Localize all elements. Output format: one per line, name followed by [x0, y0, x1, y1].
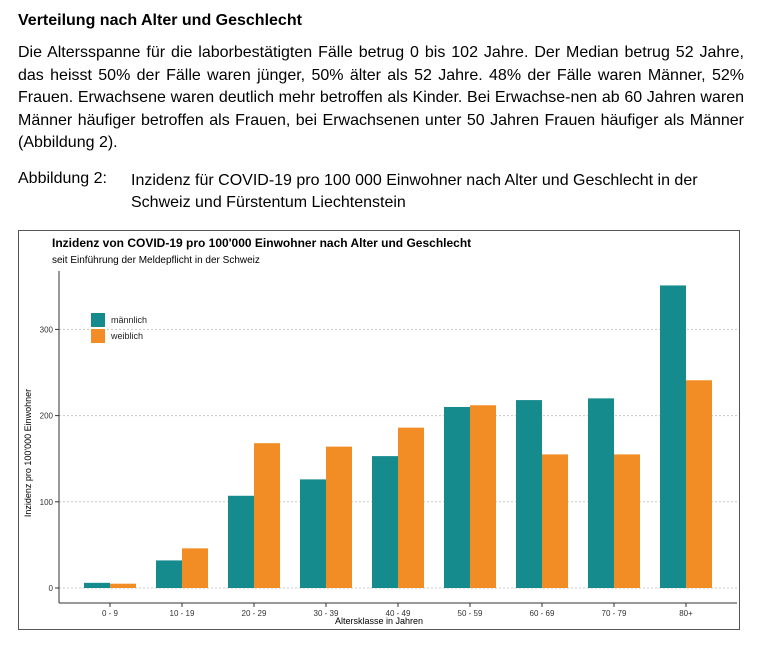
bar-maennlich: [156, 560, 182, 588]
bar-weiblich: [182, 548, 208, 588]
bar-maennlich: [228, 495, 254, 588]
figure-label: Abbildung 2:: [18, 170, 107, 187]
chart-container: Inzidenz von COVID-19 pro 100'000 Einwoh…: [18, 230, 740, 630]
legend-swatch: [91, 313, 105, 327]
bar-weiblich: [110, 583, 136, 588]
bar-weiblich: [326, 446, 352, 588]
bar-maennlich: [444, 406, 470, 588]
chart-subtitle: seit Einführung der Meldepflicht in der …: [52, 255, 260, 266]
bar-maennlich: [84, 582, 110, 588]
bar-weiblich: [398, 427, 424, 588]
legend-swatch: [91, 329, 105, 343]
x-tick-label: 0 - 9: [102, 609, 119, 618]
bar-weiblich: [686, 380, 712, 588]
bar-maennlich: [516, 400, 542, 588]
x-tick-label: 70 - 79: [602, 609, 627, 618]
chart-title: Inzidenz von COVID-19 pro 100'000 Einwoh…: [52, 236, 471, 250]
x-tick-label: 20 - 29: [242, 609, 267, 618]
y-tick-label: 100: [40, 498, 54, 507]
bar-weiblich: [470, 405, 496, 588]
body-paragraph: Die Altersspanne für die laborbestätigte…: [18, 44, 744, 151]
bar-maennlich: [300, 479, 326, 588]
y-tick-label: 0: [49, 584, 54, 593]
bar-maennlich: [372, 456, 398, 588]
figure-caption: Inzidenz für COVID-19 pro 100 000 Einwoh…: [131, 172, 698, 211]
x-tick-label: 10 - 19: [170, 609, 195, 618]
legend-label: männlich: [111, 315, 147, 325]
x-tick-label: 80+: [679, 609, 693, 618]
legend-label: weiblich: [110, 331, 143, 341]
x-tick-label: 40 - 49: [386, 609, 411, 618]
bar-maennlich: [660, 285, 686, 588]
section-heading: Verteilung nach Alter und Geschlecht: [18, 12, 302, 29]
bar-weiblich: [254, 443, 280, 588]
x-tick-label: 30 - 39: [314, 609, 339, 618]
x-tick-label: 60 - 69: [530, 609, 555, 618]
y-tick-label: 200: [40, 412, 54, 421]
x-tick-label: 50 - 59: [458, 609, 483, 618]
y-tick-label: 300: [40, 325, 54, 334]
bar-weiblich: [614, 454, 640, 588]
bar-maennlich: [588, 398, 614, 588]
bar-chart: Inzidenz von COVID-19 pro 100'000 Einwoh…: [23, 236, 737, 626]
x-axis-label: Altersklasse in Jahren: [335, 616, 423, 626]
y-axis-label: Inzidenz pro 100'000 Einwohner: [23, 389, 33, 517]
bar-weiblich: [542, 454, 568, 588]
